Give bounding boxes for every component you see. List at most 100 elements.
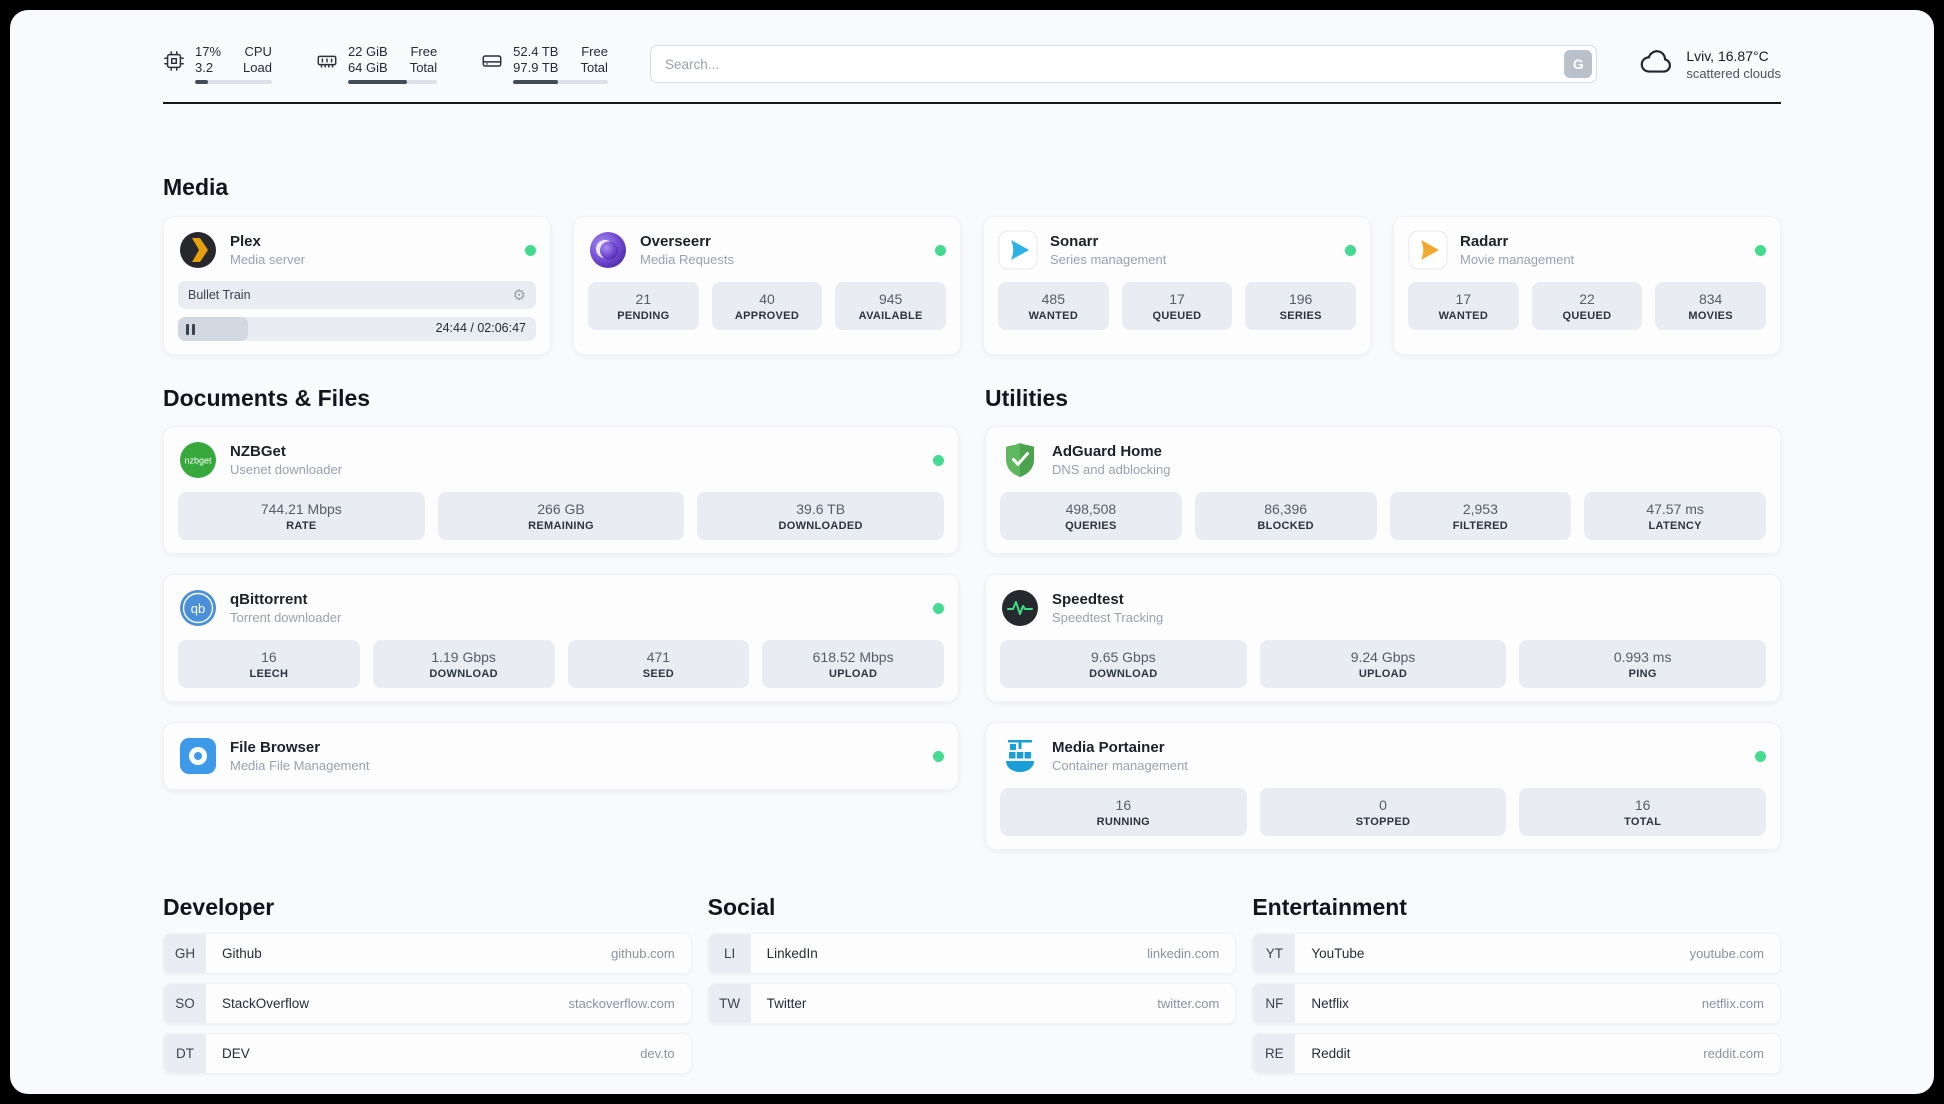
- app-card-radarr[interactable]: Radarr Movie management 17 WANTED 22 QUE…: [1393, 216, 1781, 355]
- app-name: Media Portainer: [1052, 739, 1165, 756]
- app-card-plex[interactable]: Plex Media server Bullet Train ⚙ 24:44: [163, 216, 551, 355]
- app-description: Movie management: [1460, 252, 1575, 267]
- link-dev[interactable]: DT DEV dev.to: [163, 1033, 692, 1074]
- link-stackoverflow[interactable]: SO StackOverflow stackoverflow.com: [163, 983, 692, 1024]
- stat-stopped: 0 STOPPED: [1259, 788, 1507, 836]
- documents-section-heading: Documents & Files: [163, 385, 371, 411]
- status-dot: [1755, 244, 1766, 256]
- system-metrics: 17% CPU 3.2 Load: [163, 44, 608, 84]
- app-name: Speedtest: [1052, 591, 1124, 608]
- search-engine-button[interactable]: G: [1564, 50, 1593, 78]
- stat-movies: 834 MOVIES: [1655, 282, 1766, 330]
- status-dot: [933, 750, 944, 762]
- svg-text:qb: qb: [191, 601, 205, 616]
- weather-location: Lviv, 16.87°C: [1686, 47, 1769, 64]
- link-github[interactable]: GH Github github.com: [163, 933, 692, 974]
- header-divider: [163, 102, 1781, 104]
- search-bar: G: [649, 45, 1598, 83]
- memory-value-1: 22 GiB: [347, 44, 388, 59]
- app-description: Usenet downloader: [230, 462, 343, 477]
- app-card-qbittorrent[interactable]: qb qBittorrent Torrent downloader: [163, 574, 959, 702]
- app-card-nzbget[interactable]: nzbget NZBGet Usenet downloader 74: [163, 426, 959, 554]
- dashboard-page: 17% CPU 3.2 Load: [10, 10, 1934, 1094]
- app-description: Media File Management: [230, 758, 370, 773]
- app-name: Radarr: [1460, 233, 1509, 250]
- media-section-heading: Media: [163, 174, 229, 200]
- cpu-value-2: 3.2: [195, 60, 214, 75]
- memory-label-2: Total: [409, 60, 438, 75]
- search-input[interactable]: [649, 45, 1598, 83]
- stat-seed: 471 SEED: [567, 640, 750, 688]
- stat-approved: 40 APPROVED: [711, 282, 823, 330]
- stat-downloaded: 39.6 TB DOWNLOADED: [697, 492, 944, 540]
- memory-icon: [316, 50, 338, 77]
- developer-links-section: Developer GH Github github.com SO StackO…: [163, 894, 692, 1074]
- social-heading: Social: [707, 894, 776, 920]
- disk-progress-bar: [513, 80, 608, 84]
- status-dot: [933, 602, 944, 614]
- reddit-icon: RE: [1253, 1034, 1296, 1073]
- link-reddit[interactable]: RE Reddit reddit.com: [1252, 1033, 1781, 1074]
- linkedin-icon: LI: [708, 934, 751, 973]
- app-card-overseerr[interactable]: Overseerr Media Requests 21 PENDING 40 A…: [573, 216, 961, 355]
- status-dot: [525, 244, 536, 256]
- twitter-icon: TW: [708, 984, 751, 1023]
- link-netflix[interactable]: NF Netflix netflix.com: [1252, 983, 1781, 1024]
- app-card-sonarr[interactable]: Sonarr Series management 485 WANTED 17 Q…: [983, 216, 1371, 355]
- stat-ping: 0.993 ms PING: [1519, 640, 1766, 688]
- link-linkedin[interactable]: LI LinkedIn linkedin.com: [707, 933, 1237, 974]
- stat-upload: 9.24 Gbps UPLOAD: [1259, 640, 1507, 688]
- adguard-icon: [1000, 440, 1040, 480]
- stat-available: 945 AVAILABLE: [835, 282, 946, 330]
- stat-running: 16 RUNNING: [1000, 788, 1247, 836]
- entertainment-heading: Entertainment: [1252, 894, 1407, 920]
- disk-label-1: Free: [581, 44, 608, 59]
- entertainment-links-section: Entertainment YT YouTube youtube.com NF …: [1252, 894, 1781, 1074]
- gear-icon[interactable]: ⚙: [512, 286, 526, 304]
- app-card-filebrowser[interactable]: File Browser Media File Management: [163, 722, 959, 790]
- app-name: NZBGet: [230, 443, 286, 460]
- cpu-label-2: Load: [243, 60, 272, 75]
- documents-section: Documents & Files nzbget: [163, 385, 959, 850]
- stat-wanted: 485 WANTED: [998, 282, 1109, 330]
- app-name: File Browser: [230, 739, 321, 756]
- link-youtube[interactable]: YT YouTube youtube.com: [1252, 933, 1781, 974]
- cpu-metric: 17% CPU 3.2 Load: [163, 44, 272, 84]
- radarr-icon: [1408, 230, 1448, 270]
- app-card-speedtest[interactable]: Speedtest Speedtest Tracking 9.65 Gbps D…: [985, 574, 1781, 702]
- stat-blocked: 86,396 BLOCKED: [1194, 492, 1377, 540]
- disk-value-2: 97.9 TB: [513, 60, 559, 75]
- github-icon: GH: [164, 934, 206, 973]
- app-description: Speedtest Tracking: [1052, 610, 1164, 625]
- app-description: Torrent downloader: [230, 610, 342, 625]
- top-bar: 17% CPU 3.2 Load: [163, 44, 1781, 84]
- pause-icon[interactable]: [186, 323, 195, 335]
- cpu-value-1: 17%: [195, 44, 222, 59]
- link-twitter[interactable]: TW Twitter twitter.com: [707, 983, 1237, 1024]
- stat-queries: 498,508 QUERIES: [1000, 492, 1182, 540]
- app-card-adguard[interactable]: AdGuard Home DNS and adblocking 498,508 …: [985, 426, 1781, 554]
- status-dot: [935, 244, 946, 256]
- speedtest-icon: [1000, 588, 1040, 628]
- portainer-icon: [1000, 736, 1040, 776]
- stat-total: 16 TOTAL: [1519, 788, 1766, 836]
- status-dot: [933, 454, 944, 466]
- app-description: Series management: [1050, 252, 1167, 267]
- utilities-section-heading: Utilities: [985, 385, 1069, 411]
- cloud-icon: [1639, 47, 1675, 82]
- stat-rate: 744.21 Mbps RATE: [178, 492, 425, 540]
- stat-upload: 618.52 Mbps UPLOAD: [762, 640, 944, 688]
- nzbget-icon: nzbget: [178, 440, 218, 480]
- app-card-portainer[interactable]: Media Portainer Container management 16 …: [985, 722, 1781, 850]
- now-playing-row: Bullet Train ⚙: [178, 281, 536, 309]
- app-name: AdGuard Home: [1052, 443, 1163, 460]
- stat-series: 196 SERIES: [1245, 282, 1356, 330]
- playback-progress[interactable]: 24:44 / 02:06:47: [178, 317, 536, 341]
- stackoverflow-icon: SO: [164, 984, 206, 1023]
- status-dot: [1345, 244, 1356, 256]
- disk-metric: 52.4 TB Free 97.9 TB Total: [481, 44, 608, 84]
- app-description: DNS and adblocking: [1052, 462, 1171, 477]
- developer-heading: Developer: [163, 894, 275, 920]
- utilities-section: Utilities: [985, 385, 1781, 850]
- youtube-icon: YT: [1253, 934, 1296, 973]
